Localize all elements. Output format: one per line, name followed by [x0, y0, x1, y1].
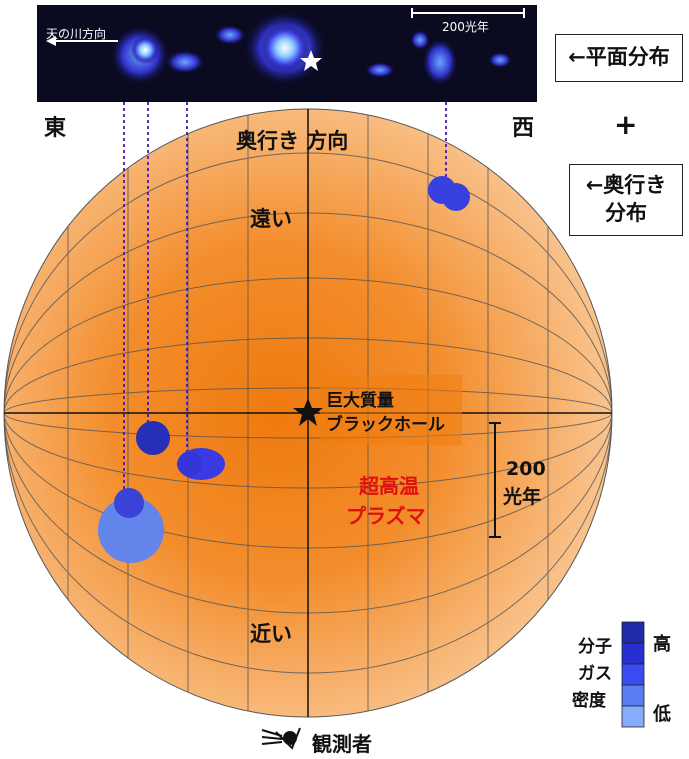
- projection-guides: [123, 102, 447, 500]
- plasma-label-2: プラズマ: [346, 504, 426, 528]
- depth-distribution-text-2: 分布: [605, 201, 647, 225]
- east-label: 東: [44, 116, 67, 141]
- banner-scale-label: 200光年: [442, 20, 489, 34]
- depth-direction-label: 奥行き 方向: [236, 129, 349, 153]
- plus-sign: +: [614, 108, 638, 141]
- legend-title-1: 分子: [578, 637, 612, 657]
- plasma-label-1: 超高温: [359, 474, 419, 498]
- legend-low-label: 低: [653, 704, 671, 725]
- gas-clouds: [98, 176, 470, 563]
- legend-title-2: ガス: [578, 664, 612, 684]
- depth-distribution-text-1: ←奥行き: [585, 173, 667, 197]
- legend-swatch: [621, 621, 645, 644]
- plane-distribution-text: ←平面分布: [568, 45, 670, 69]
- black-hole-label-1: 巨大質量: [326, 391, 394, 411]
- west-label: 西: [512, 116, 535, 141]
- scale-bar: [489, 422, 501, 538]
- observer-eye-icon: [261, 727, 301, 750]
- black-hole-star-icon: [293, 398, 323, 426]
- observer-label: 観測者: [312, 732, 372, 756]
- legend-high-label: 高: [653, 634, 671, 655]
- legend-title-3: 密度: [572, 691, 606, 711]
- milky-way-direction-label: 天の川方向: [46, 27, 107, 41]
- legend-swatch: [621, 705, 645, 728]
- density-legend-swatches: [621, 621, 645, 728]
- plane-distribution-box: ←平面分布: [555, 34, 683, 82]
- plane-distribution-image: [37, 5, 537, 102]
- near-label: 近い: [250, 622, 292, 646]
- legend-swatch: [621, 663, 645, 686]
- legend-swatch: [621, 684, 645, 707]
- scale-unit-label: 光年: [503, 486, 542, 508]
- far-label: 遠い: [250, 207, 292, 231]
- legend-swatch: [621, 642, 645, 665]
- scale-value-label: 200: [506, 458, 546, 480]
- black-hole-label-2: ブラックホール: [326, 415, 445, 435]
- depth-distribution-box: ←奥行き 分布: [569, 164, 683, 236]
